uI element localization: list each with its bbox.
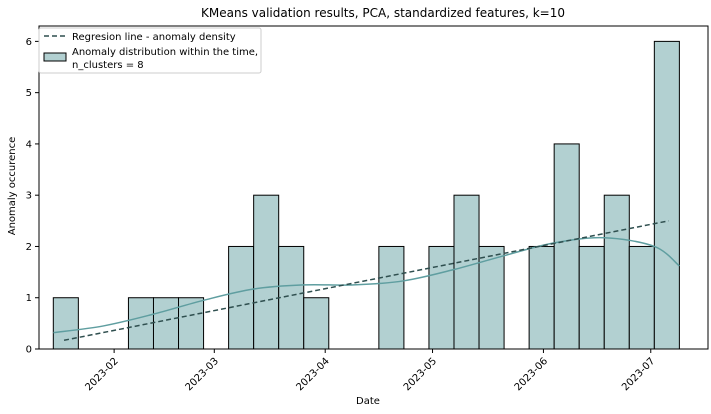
y-tick-label: 5 — [26, 88, 32, 99]
y-tick-label: 6 — [26, 37, 32, 48]
histogram-bar — [578, 245, 605, 350]
x-tick-label: 2023-05 — [402, 356, 439, 393]
histogram-bar — [528, 245, 555, 350]
histogram-bar — [453, 194, 480, 350]
y-tick-label: 3 — [26, 191, 32, 202]
x-axis-label: Date — [356, 396, 380, 407]
x-tick-label: 2023-06 — [513, 356, 550, 393]
histogram-bar — [253, 194, 280, 350]
histogram-bar — [478, 245, 505, 350]
legend: Regresion line - anomaly density Anomaly… — [38, 27, 262, 74]
histogram-bar — [603, 194, 630, 350]
x-tick-label: 2023-07 — [620, 356, 657, 393]
histogram-bar — [378, 245, 405, 350]
chart-title: KMeans validation results, PCA, standard… — [201, 6, 565, 20]
legend-histogram-swatch — [43, 52, 67, 62]
regression-line — [63, 220, 669, 342]
y-tick-label: 0 — [26, 345, 32, 356]
histogram-bar — [653, 40, 680, 350]
histogram-bar — [127, 297, 154, 350]
kde-density-curve — [53, 236, 680, 334]
histogram-bar — [228, 245, 255, 350]
x-tick-label: 2023-03 — [184, 356, 221, 393]
histogram-bar — [628, 245, 655, 350]
histogram-bar — [303, 297, 330, 350]
histogram-bar — [553, 143, 580, 350]
y-tick-label: 1 — [26, 293, 32, 304]
histogram-bar — [428, 245, 455, 350]
x-tick-label: 2023-04 — [295, 356, 332, 393]
legend-regression-label: Regresion line - anomaly density — [72, 32, 236, 43]
legend-histogram-label-line1: Anomaly distribution within the time, — [72, 47, 258, 58]
histogram-bar — [152, 297, 180, 350]
y-tick-label: 2 — [26, 242, 32, 253]
chart-lines — [53, 220, 680, 342]
histogram-bar — [278, 245, 305, 350]
legend-histogram-label-line2: n_clusters = 8 — [72, 60, 144, 71]
histogram-bars — [52, 40, 680, 350]
x-tick-label: 2023-02 — [83, 356, 120, 393]
legend-box — [38, 27, 262, 74]
histogram-bar — [52, 297, 79, 350]
plot-frame — [38, 25, 709, 350]
y-tick-label: 4 — [26, 139, 32, 150]
y-axis-label: Anomaly occurence — [7, 137, 18, 236]
